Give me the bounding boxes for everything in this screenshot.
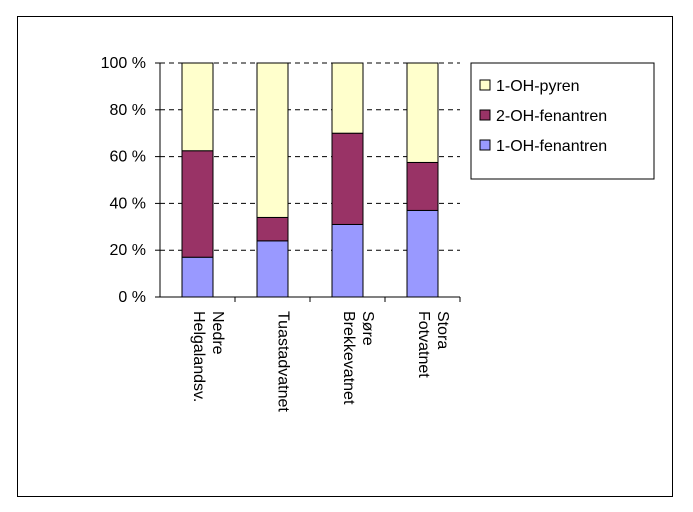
legend-label: 2-OH-fenantren [496,108,607,125]
legend: 1-OH-pyren 2-OH-fenantren 1-OH-fenantren [470,62,655,180]
bar-segment [181,150,214,258]
y-tick-label: 20 % [110,242,146,259]
bar-segment [256,62,289,218]
bar-segment [331,132,364,225]
bar-segment [406,161,439,211]
bar-segment [406,209,439,298]
x-category-label: Stora [434,311,451,349]
legend-swatch [479,109,491,121]
bar-segment [406,62,439,163]
x-category-label: Søre [359,311,376,346]
bar-segment [331,223,364,298]
bar-segment [331,62,364,134]
y-tick-labels: 0 % 20 % 40 % 60 % 80 % 100 % [101,55,146,306]
axes [155,62,461,302]
legend-swatch [479,139,491,151]
x-category-label: Helgalandsv. [190,311,207,402]
y-tick-label: 100 % [101,55,146,72]
y-tick-label: 40 % [110,195,146,212]
bars [181,62,439,298]
legend-label: 1-OH-fenantren [496,138,607,155]
bar-segment [181,256,214,298]
x-category-label: Tuastadvatnet [275,311,292,412]
bar-segment [256,216,289,242]
legend-box [470,62,655,180]
bar-segment [256,240,289,298]
legend-swatch [479,79,491,91]
y-tick-label: 60 % [110,149,146,166]
x-category-label: Brekkevatnet [340,311,357,405]
y-tick-label: 80 % [110,102,146,119]
x-category-label: Fotvatnet [415,311,432,378]
bar-segment [181,62,214,152]
y-tick-label: 0 % [118,289,146,306]
legend-label: 1-OH-pyren [496,78,580,95]
x-category-label: Nedre [209,311,226,355]
